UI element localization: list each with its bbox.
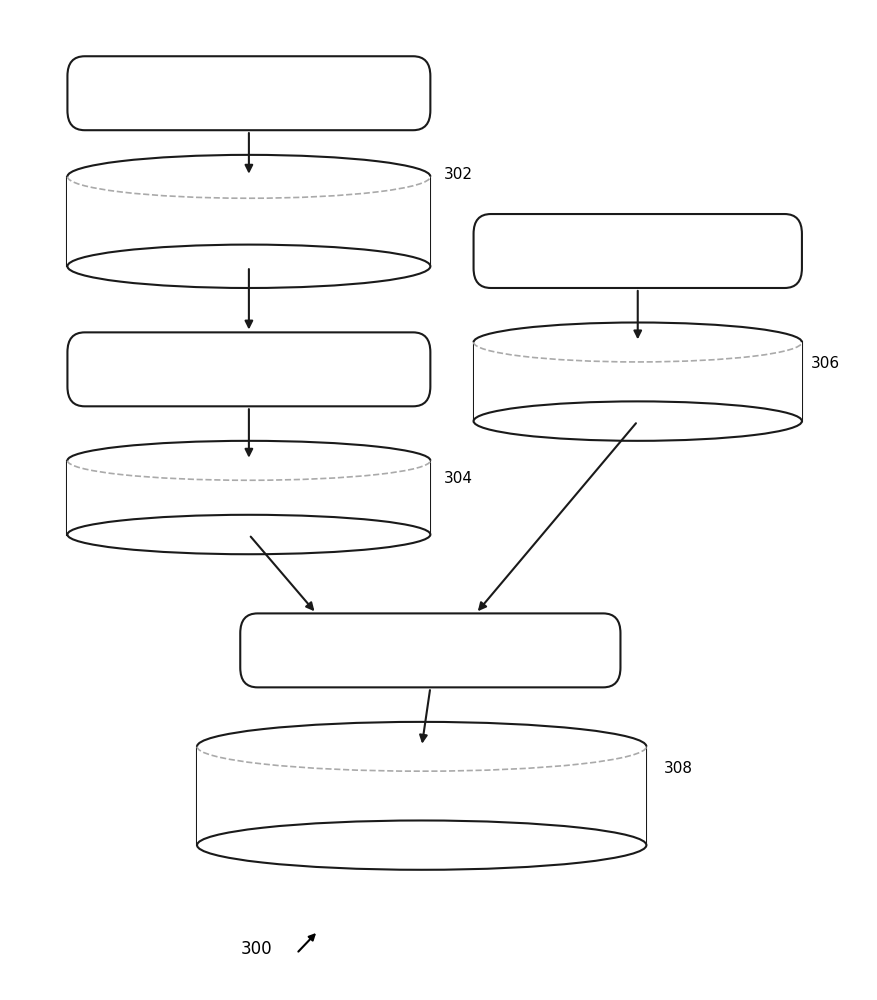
- Text: 302: 302: [443, 167, 472, 182]
- Ellipse shape: [68, 245, 430, 288]
- Polygon shape: [68, 177, 430, 266]
- Text: 306: 306: [809, 356, 838, 371]
- Ellipse shape: [473, 401, 801, 441]
- Ellipse shape: [68, 515, 430, 554]
- FancyBboxPatch shape: [473, 214, 801, 288]
- Text: 300: 300: [240, 940, 272, 958]
- FancyBboxPatch shape: [68, 56, 430, 130]
- Ellipse shape: [68, 155, 430, 198]
- Ellipse shape: [196, 820, 645, 870]
- FancyBboxPatch shape: [240, 613, 620, 687]
- Ellipse shape: [473, 322, 801, 362]
- Polygon shape: [68, 461, 430, 535]
- Text: 304: 304: [443, 471, 472, 486]
- Polygon shape: [196, 747, 645, 845]
- Ellipse shape: [68, 441, 430, 480]
- Polygon shape: [473, 342, 801, 421]
- Text: 308: 308: [663, 761, 692, 776]
- FancyBboxPatch shape: [68, 332, 430, 406]
- Ellipse shape: [196, 722, 645, 771]
